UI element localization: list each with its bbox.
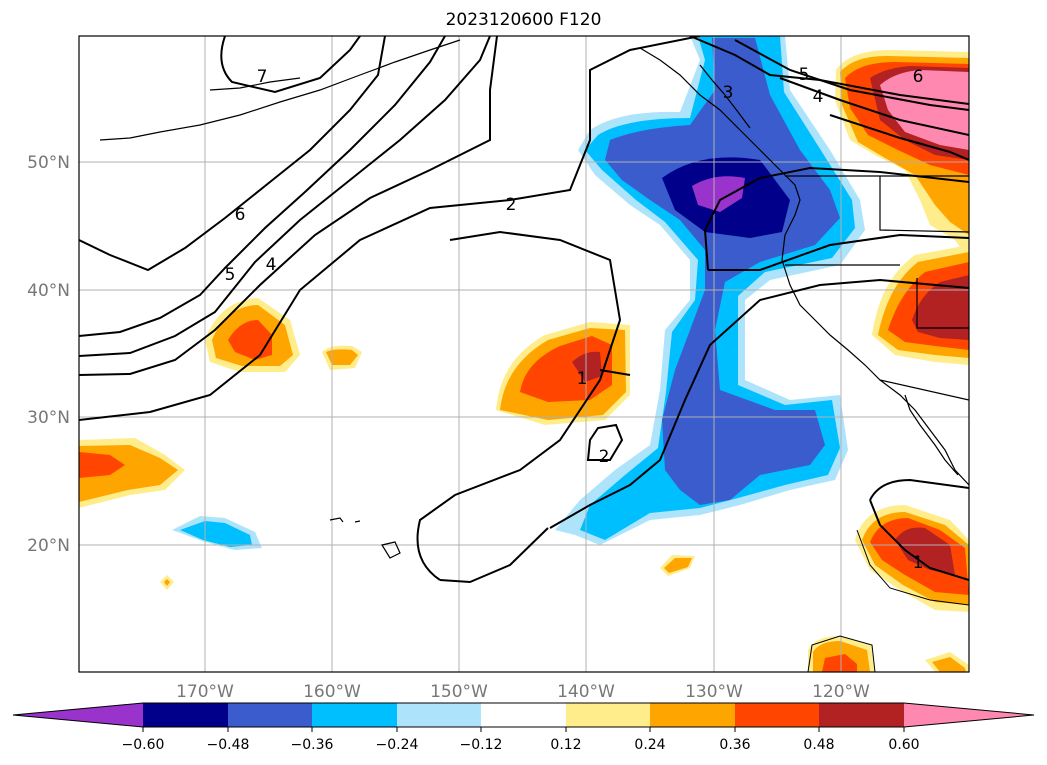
contour-label: 1 <box>577 369 588 389</box>
contour-label: 4 <box>813 87 824 107</box>
colorbar-tick-label: −0.12 <box>460 737 503 753</box>
contour-label: 6 <box>235 205 246 225</box>
contour-label: 4 <box>266 255 277 275</box>
colorbar-swatch <box>566 703 650 727</box>
colorbar-swatch <box>143 703 228 727</box>
contour-label: 2 <box>599 447 610 467</box>
lon-label: 130°W <box>685 682 743 702</box>
colorbar-tick-label: −0.48 <box>207 737 250 753</box>
contour-label: 5 <box>799 65 810 85</box>
colorbar-tick-label: −0.60 <box>122 737 165 753</box>
contour-label: 3 <box>723 83 734 103</box>
colorbar-swatch <box>650 703 735 727</box>
colorbar-swatch <box>481 703 566 727</box>
contours <box>79 36 969 672</box>
map-area: 7 6 5 4 2 1 2 3 5 4 6 1 <box>79 36 969 672</box>
colorbar-extend-min <box>13 703 143 727</box>
contour-label: 7 <box>257 67 268 87</box>
lat-label: 30°N <box>27 408 70 428</box>
colorbar-swatch <box>735 703 819 727</box>
colorbar-tick-label: 0.60 <box>888 737 919 753</box>
map-title: 2023120600 F120 <box>445 10 602 30</box>
coastlines <box>99 39 969 559</box>
lon-label: 120°W <box>812 682 870 702</box>
latitude-labels: 50°N 40°N 30°N 20°N <box>27 153 70 556</box>
longitude-labels: 170°W 160°W 150°W 140°W 130°W 120°W <box>176 682 870 702</box>
colorbar-swatch <box>397 703 481 727</box>
contour-label: 6 <box>913 67 924 87</box>
lat-label: 20°N <box>27 536 70 556</box>
contour-labels: 7 6 5 4 2 1 2 3 5 4 6 1 <box>225 65 924 573</box>
lon-label: 170°W <box>176 682 234 702</box>
colorbar-tick-label: 0.12 <box>550 737 581 753</box>
colorbar-swatch <box>228 703 312 727</box>
colorbar-swatch <box>312 703 397 727</box>
graticule <box>79 36 969 672</box>
lon-label: 150°W <box>430 682 488 702</box>
colorbar-tick-label: 0.24 <box>634 737 665 753</box>
colorbar-tick-label: −0.36 <box>291 737 334 753</box>
colorbar-tick-label: 0.36 <box>719 737 750 753</box>
contour-label: 1 <box>913 553 924 573</box>
colorbar: −0.60 −0.48 −0.36 −0.24 −0.12 0.12 0.24 … <box>12 702 1035 753</box>
lat-label: 50°N <box>27 153 70 173</box>
colorbar-tick-label: −0.24 <box>376 737 419 753</box>
map-frame <box>78 35 970 673</box>
lon-label: 160°W <box>303 682 361 702</box>
contour-label: 5 <box>225 265 236 285</box>
colorbar-swatch <box>819 703 904 727</box>
lon-label: 140°W <box>557 682 615 702</box>
contour-label: 2 <box>506 195 517 215</box>
lat-label: 40°N <box>27 281 70 301</box>
colorbar-tick-label: 0.48 <box>803 737 834 753</box>
colorbar-extend-max <box>904 703 1034 727</box>
